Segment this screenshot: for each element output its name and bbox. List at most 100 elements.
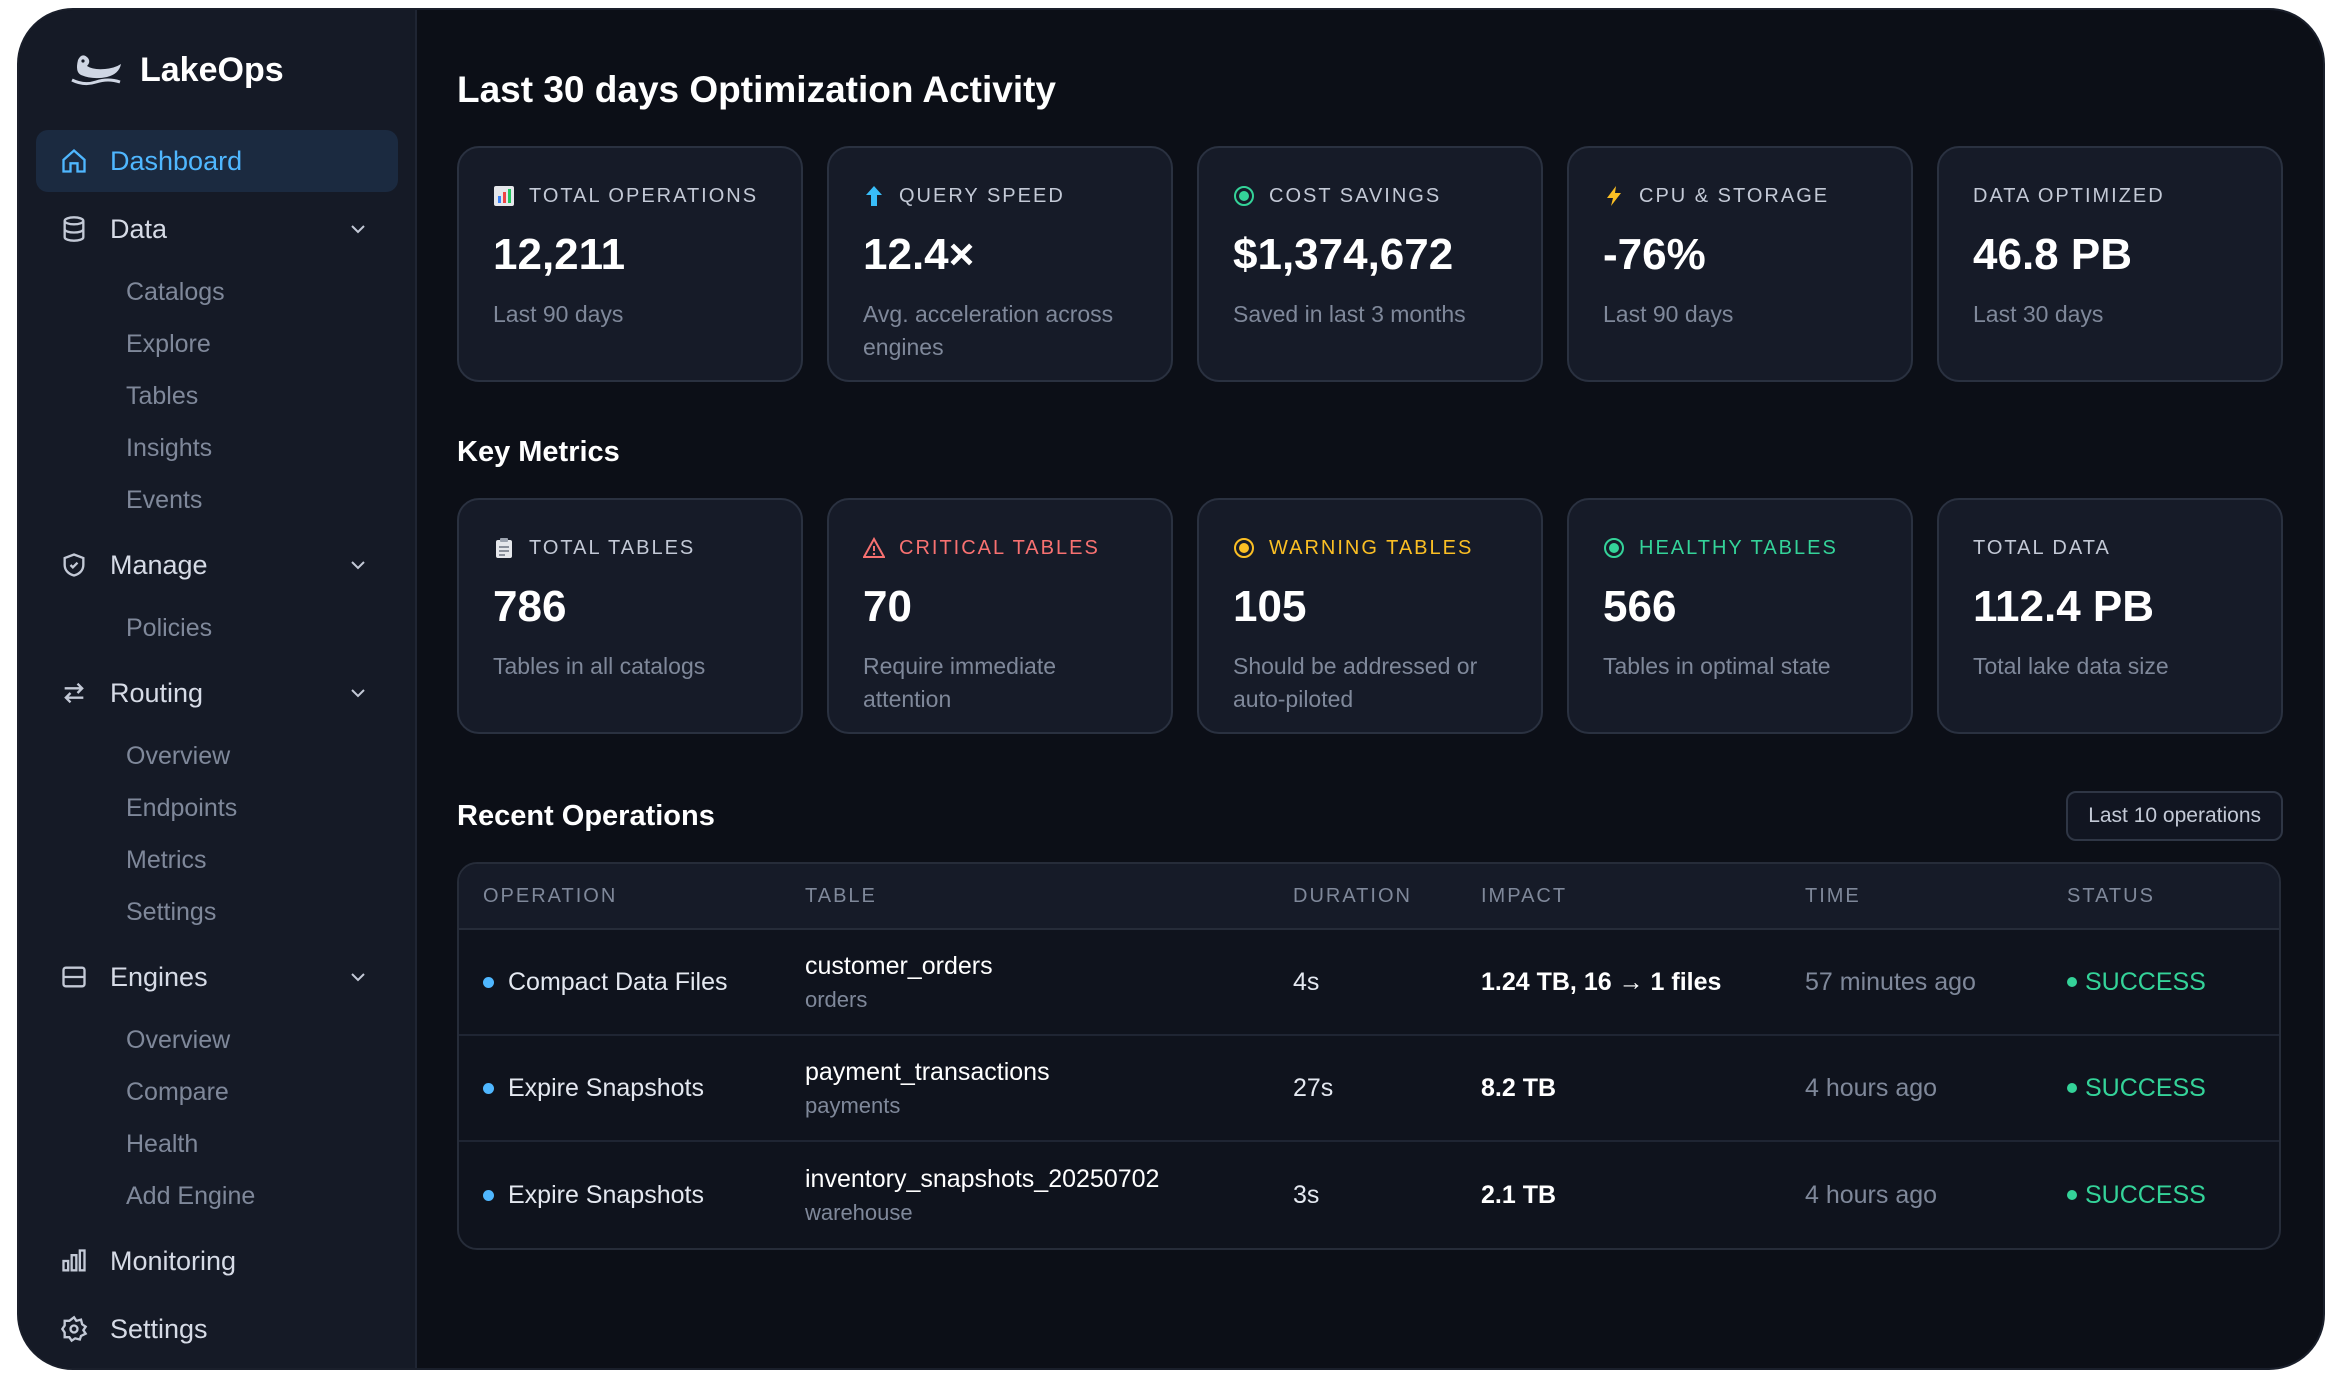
- metric-card-critical-tables[interactable]: CRITICAL TABLES 70 Require immediate att…: [827, 498, 1173, 734]
- sidebar-subitem-insights[interactable]: Insights: [126, 433, 213, 462]
- impact-cell: 8.2 TB: [1481, 1073, 1557, 1102]
- metric-card-label: TOTAL DATA: [1973, 536, 2111, 559]
- shield-icon: [60, 551, 88, 579]
- arrows-swap-icon: [60, 679, 88, 707]
- metric-card-label: HEALTHY TABLES: [1603, 534, 1877, 562]
- column-header-time[interactable]: TIME: [1805, 884, 1861, 907]
- metric-card-total-data[interactable]: TOTAL DATA 112.4 PB Total lake data size: [1937, 498, 2283, 734]
- sidebar-item-manage[interactable]: Manage: [36, 534, 398, 596]
- metric-card-subtitle: Should be addressed or auto-piloted: [1233, 653, 1478, 712]
- table-name-link[interactable]: payment_transactions: [805, 1057, 1050, 1086]
- status-dot-icon: [483, 1189, 494, 1201]
- table-name-link[interactable]: customer_orders: [805, 951, 993, 980]
- brand-name: LakeOps: [140, 50, 284, 89]
- stat-card-value: $1,374,672: [1233, 230, 1454, 279]
- metric-card-warning-tables[interactable]: WARNING TABLES 105 Should be addressed o…: [1197, 498, 1543, 734]
- green-dot-icon: [1233, 185, 1255, 207]
- sidebar-subitem-catalogs[interactable]: Catalogs: [126, 277, 225, 306]
- recent-operations-header: Recent Operations Last 10 operations: [457, 790, 2283, 842]
- column-header-duration[interactable]: DURATION: [1293, 884, 1412, 907]
- sidebar-subitem-compare[interactable]: Compare: [126, 1077, 229, 1106]
- column-header-status[interactable]: STATUS: [2067, 884, 2155, 907]
- warning-triangle-icon: [863, 537, 885, 559]
- section-title-recent-operations: Recent Operations: [457, 799, 715, 832]
- stat-card-subtitle: Saved in last 3 months: [1233, 301, 1466, 327]
- stat-card-label: CPU & STORAGE: [1603, 182, 1877, 210]
- impact-cell: 2.1 TB: [1481, 1180, 1557, 1209]
- stat-card-data-optimized[interactable]: DATA OPTIMIZED 46.8 PB Last 30 days: [1937, 146, 2283, 382]
- sidebar-item-label: Manage: [110, 549, 208, 580]
- metric-card-value: 105: [1233, 582, 1307, 631]
- stat-card-value: 12,211: [493, 230, 626, 279]
- column-header-impact[interactable]: IMPACT: [1481, 884, 1568, 907]
- metric-card-label: WARNING TABLES: [1233, 534, 1507, 562]
- chevron-down-icon[interactable]: [346, 965, 370, 989]
- sidebar-subitem-tables[interactable]: Tables: [126, 381, 199, 410]
- stat-card-cpu-storage[interactable]: CPU & STORAGE -76% Last 90 days: [1567, 146, 1913, 382]
- sidebar-subitem-add-engine[interactable]: Add Engine: [126, 1181, 256, 1210]
- home-icon: [60, 147, 88, 175]
- yellow-dot-icon: [1233, 537, 1255, 559]
- sidebar-item-routing[interactable]: Routing: [36, 662, 398, 724]
- sidebar-item-label: Dashboard: [110, 145, 243, 176]
- duration-cell: 3s: [1293, 1180, 1320, 1209]
- sidebar-subitem-events[interactable]: Events: [126, 485, 203, 514]
- sidebar-subitem-routing-overview[interactable]: Overview: [126, 741, 231, 770]
- last-operations-filter-button[interactable]: Last 10 operations: [2066, 791, 2283, 841]
- sidebar-subitem-policies[interactable]: Policies: [126, 613, 213, 642]
- table-header: OPERATION TABLE DURATION IMPACT TIME STA…: [459, 864, 2279, 930]
- stat-card-subtitle: Last 30 days: [1973, 301, 2104, 327]
- table-cell: payment_transactions payments: [805, 1058, 1293, 1119]
- stat-card-subtitle: Last 90 days: [493, 301, 624, 327]
- table-schema: payments: [805, 1092, 901, 1118]
- stat-card-value: 12.4×: [863, 230, 975, 279]
- column-header-operation[interactable]: OPERATION: [483, 884, 618, 907]
- table-row[interactable]: Expire Snapshots payment_transactions pa…: [459, 1036, 2279, 1142]
- chevron-down-icon[interactable]: [346, 681, 370, 705]
- sidebar-item-settings[interactable]: Settings: [36, 1298, 398, 1360]
- metric-cards: TOTAL TABLES 786 Tables in all catalogs …: [457, 498, 2283, 734]
- stat-card-total-operations[interactable]: TOTAL OPERATIONS 12,211 Last 90 days: [457, 146, 803, 382]
- column-header-table[interactable]: TABLE: [805, 884, 877, 907]
- metric-card-subtitle: Tables in optimal state: [1603, 653, 1831, 679]
- page-title: Last 30 days Optimization Activity: [457, 69, 1057, 110]
- recent-operations-table: OPERATION TABLE DURATION IMPACT TIME STA…: [457, 862, 2281, 1250]
- sidebar-item-data[interactable]: Data: [36, 198, 398, 260]
- sidebar-subitem-routing-settings[interactable]: Settings: [126, 897, 217, 926]
- lightning-icon: [1603, 185, 1625, 207]
- table-name-link[interactable]: inventory_snapshots_20250702: [805, 1164, 1160, 1193]
- stat-card-label: COST SAVINGS: [1233, 182, 1507, 210]
- operation-cell: Compact Data Files: [459, 968, 805, 997]
- sidebar-item-monitoring[interactable]: Monitoring: [36, 1230, 398, 1292]
- table-cell: customer_orders orders: [805, 952, 1293, 1013]
- sidebar-subitem-endpoints[interactable]: Endpoints: [126, 793, 238, 822]
- chevron-down-icon[interactable]: [346, 217, 370, 241]
- sidebar-subitem-metrics[interactable]: Metrics: [126, 845, 207, 874]
- duck-logo-icon: [68, 50, 124, 90]
- status-badge: SUCCESS: [2067, 968, 2279, 997]
- clipboard-icon: [493, 537, 515, 559]
- table-row[interactable]: Compact Data Files customer_orders order…: [459, 930, 2279, 1036]
- sidebar-item-label: Data: [110, 213, 168, 244]
- sidebar-item-dashboard[interactable]: Dashboard: [36, 130, 398, 192]
- status-dot-icon: [483, 976, 494, 988]
- sidebar-item-engines[interactable]: Engines: [36, 946, 398, 1008]
- table-row[interactable]: Expire Snapshots inventory_snapshots_202…: [459, 1142, 2279, 1248]
- metric-card-total-tables[interactable]: TOTAL TABLES 786 Tables in all catalogs: [457, 498, 803, 734]
- status-badge: SUCCESS: [2067, 1181, 2279, 1210]
- sidebar-subitem-engines-overview[interactable]: Overview: [126, 1025, 231, 1054]
- sidebar-subitem-health[interactable]: Health: [126, 1129, 199, 1158]
- stat-card-cost-savings[interactable]: COST SAVINGS $1,374,672 Saved in last 3 …: [1197, 146, 1543, 382]
- sidebar-subitem-explore[interactable]: Explore: [126, 329, 211, 358]
- sidebar-item-label: Routing: [110, 677, 204, 708]
- server-icon: [60, 963, 88, 991]
- green-dot-icon: [1603, 537, 1625, 559]
- brand[interactable]: LakeOps: [36, 10, 398, 130]
- metric-card-value: 566: [1603, 582, 1677, 631]
- metric-card-subtitle: Total lake data size: [1973, 653, 2169, 679]
- stat-card-query-speed[interactable]: QUERY SPEED 12.4× Avg. acceleration acro…: [827, 146, 1173, 382]
- metric-card-healthy-tables[interactable]: HEALTHY TABLES 566 Tables in optimal sta…: [1567, 498, 1913, 734]
- chevron-down-icon[interactable]: [346, 553, 370, 577]
- metric-card-label: CRITICAL TABLES: [863, 534, 1137, 562]
- success-dot-icon: [2067, 977, 2077, 987]
